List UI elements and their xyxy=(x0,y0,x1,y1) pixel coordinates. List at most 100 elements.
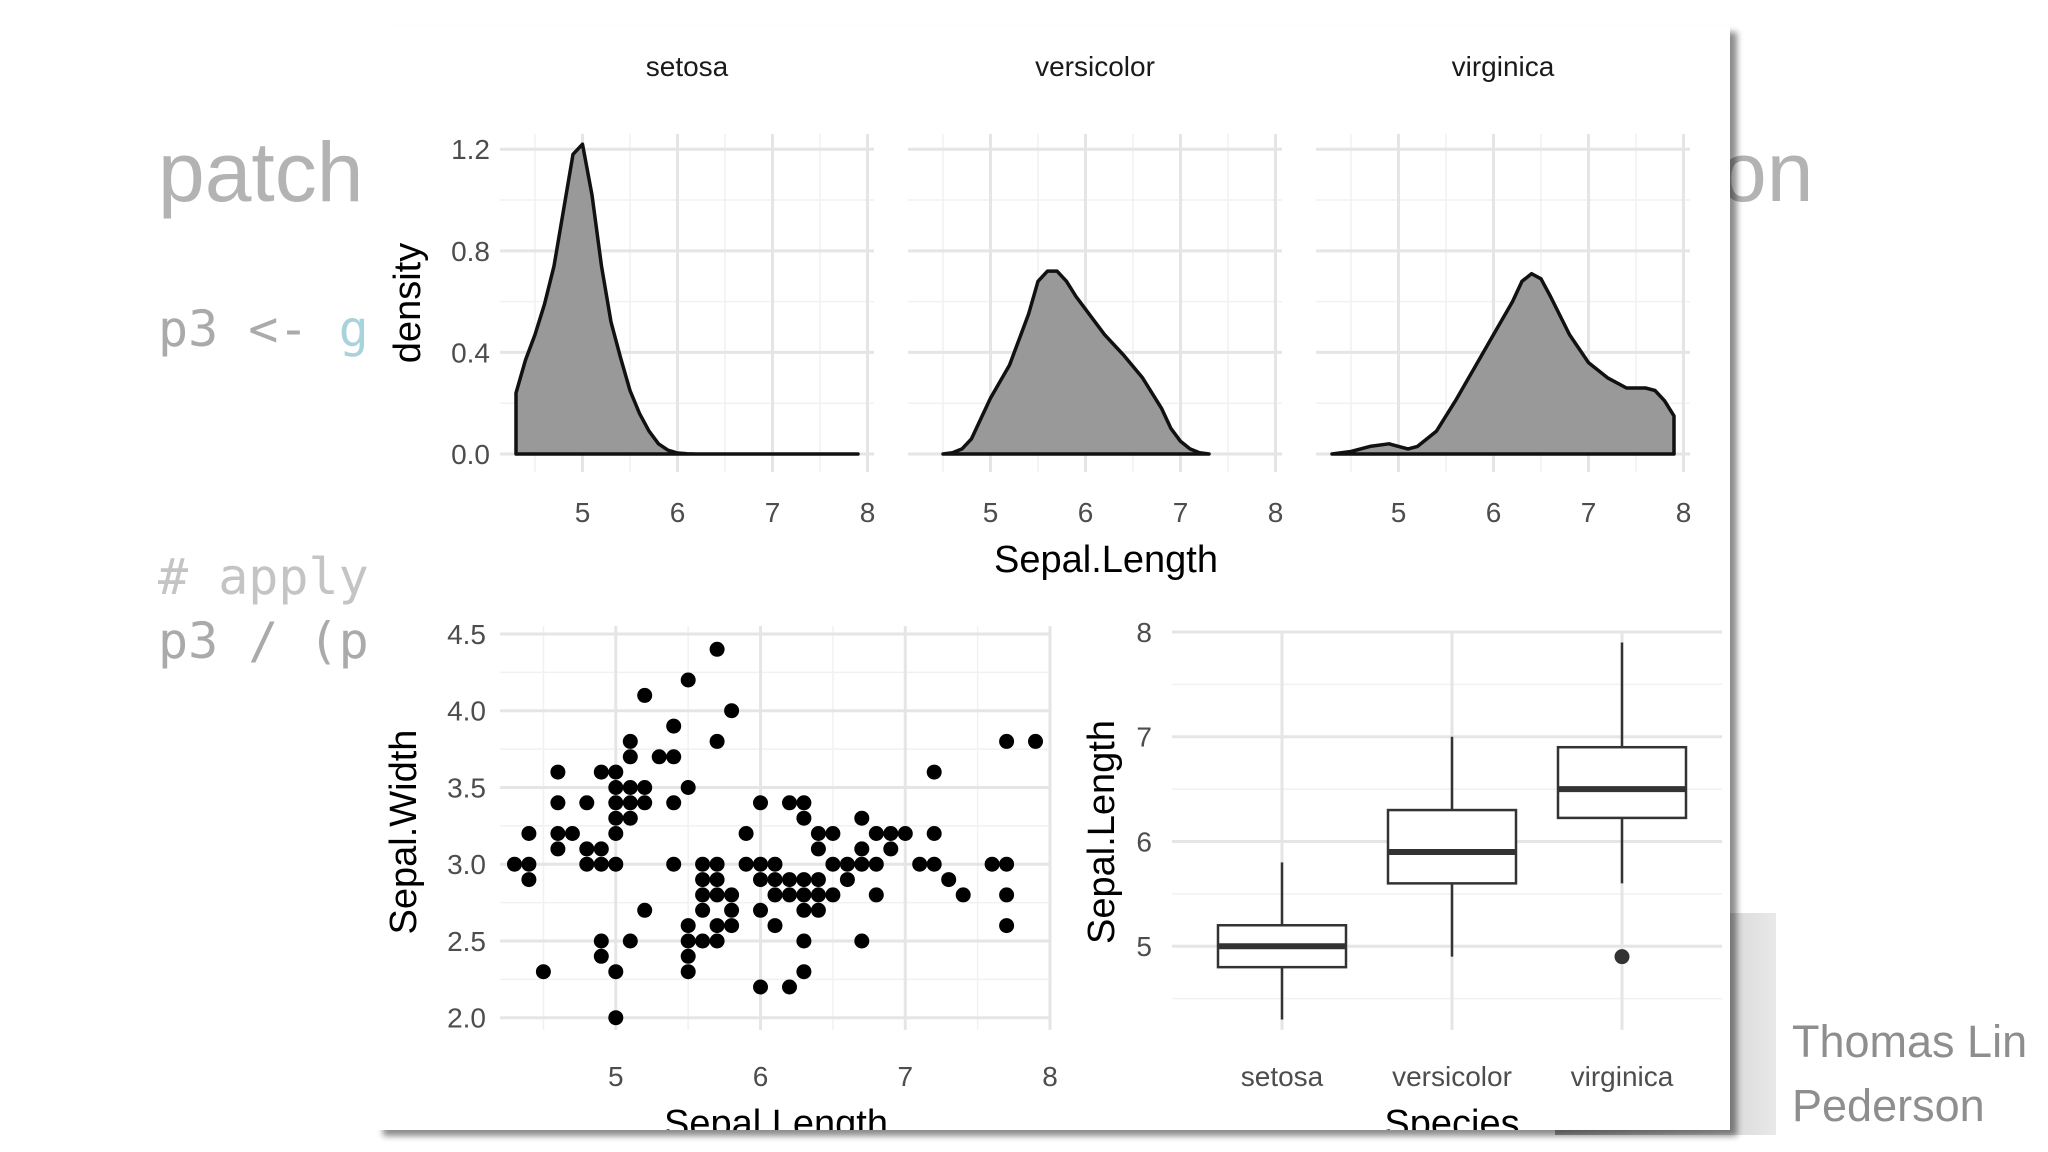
scatter-point xyxy=(666,795,682,811)
scatter-point xyxy=(666,718,682,734)
code-assign-prefix: p3 <- xyxy=(158,300,339,358)
scatter-point xyxy=(854,856,870,872)
scatter-point xyxy=(897,826,913,841)
scatter-point xyxy=(999,887,1015,903)
density-x-tick-label: 8 xyxy=(860,497,876,528)
box-virginica xyxy=(1556,745,1688,820)
scatter-point xyxy=(622,749,638,765)
scatter-point xyxy=(926,764,942,780)
scatter-point xyxy=(883,826,899,841)
density-x-tick-label: 6 xyxy=(1078,497,1094,528)
scatter-point xyxy=(709,933,725,949)
density-x-tick-label: 5 xyxy=(1391,497,1407,528)
scatter-point xyxy=(709,887,725,903)
scatter-point xyxy=(535,964,551,980)
density-x-tick-label: 5 xyxy=(575,497,591,528)
scatter-point xyxy=(622,780,638,795)
scatter-point xyxy=(593,933,609,949)
scatter-x-tick-label: 8 xyxy=(1042,1061,1058,1092)
box-outlier-point xyxy=(1614,949,1630,965)
scatter-point xyxy=(796,964,812,980)
scatter-point xyxy=(695,902,711,918)
scatter-y-axis-title: Sepal.Width xyxy=(383,730,425,935)
scatter-x-tick-label: 6 xyxy=(753,1061,769,1092)
scatter-point xyxy=(695,872,711,888)
scatter-point xyxy=(550,841,566,857)
scatter-point xyxy=(753,872,768,888)
box-y-tick-label: 7 xyxy=(1136,722,1152,753)
scatter-point xyxy=(637,902,653,918)
scatter-point xyxy=(782,887,797,903)
scatter-x-tick-label: 5 xyxy=(608,1061,624,1092)
scatter-point xyxy=(796,795,812,811)
scatter-point xyxy=(999,856,1015,872)
scatter-point xyxy=(608,826,624,841)
density-area-versicolor xyxy=(941,269,1211,456)
scatter-point xyxy=(695,856,711,872)
scatter-point xyxy=(507,856,522,872)
scatter-point xyxy=(753,979,768,995)
scatter-point xyxy=(550,795,566,811)
scatter-point xyxy=(753,902,768,918)
scatter-point xyxy=(521,826,537,841)
box-y-axis-title: Sepal.Length xyxy=(1081,720,1123,944)
box-x-tick-label: setosa xyxy=(1241,1061,1324,1092)
scatter-point xyxy=(709,918,725,934)
scatter-point xyxy=(825,856,841,872)
density-x-tick-label: 7 xyxy=(765,497,781,528)
scatter-point xyxy=(782,979,797,995)
scatter-point xyxy=(767,872,783,888)
scatter-point xyxy=(593,948,609,964)
scatter-point xyxy=(912,856,928,872)
scatter-point xyxy=(680,964,696,980)
scatter-point xyxy=(550,826,566,841)
scatter-point xyxy=(1028,733,1043,749)
scatter-point xyxy=(622,733,638,749)
density-x-tick-label: 7 xyxy=(1581,497,1597,528)
density-x-tick-label: 5 xyxy=(983,497,999,528)
scatter-point xyxy=(579,841,595,857)
slide-title: patch xyxy=(158,125,364,219)
scatter-point xyxy=(839,856,855,872)
scatter-point xyxy=(564,826,580,841)
density-y-axis-title: density xyxy=(387,243,429,363)
scatter-point xyxy=(666,856,682,872)
scatter-point xyxy=(709,856,725,872)
scatter-y-tick-label: 2.5 xyxy=(447,926,486,957)
box-x-tick-label: versicolor xyxy=(1392,1061,1512,1092)
scatter-point xyxy=(796,810,812,826)
scatter-y-tick-label: 4.0 xyxy=(447,696,486,727)
scatter-point xyxy=(680,948,696,964)
scatter-point xyxy=(810,902,826,918)
scatter-y-tick-label: 2.0 xyxy=(447,1003,486,1034)
scatter-point xyxy=(941,872,957,888)
scatter-point xyxy=(724,887,740,903)
scatter-point xyxy=(709,872,725,888)
scatter-point xyxy=(579,795,595,811)
scatter-point xyxy=(810,841,826,857)
scatter-y-tick-label: 3.0 xyxy=(447,849,486,880)
scatter-point xyxy=(593,841,609,857)
scatter-point xyxy=(868,856,884,872)
scatter-x-tick-label: 7 xyxy=(897,1061,913,1092)
density-y-tick-label: 0.8 xyxy=(451,236,490,267)
box-versicolor xyxy=(1386,808,1518,885)
scatter-point xyxy=(738,826,754,841)
scatter-point xyxy=(782,872,797,888)
scatter-point xyxy=(521,856,537,872)
scatter-point xyxy=(521,872,537,888)
density-y-tick-label: 1.2 xyxy=(451,134,490,165)
scatter-point xyxy=(796,902,812,918)
scatter-point xyxy=(999,733,1015,749)
scatter-point xyxy=(753,856,768,872)
scatter-point xyxy=(796,933,812,949)
density-x-tick-label: 8 xyxy=(1676,497,1692,528)
box-y-tick-label: 5 xyxy=(1136,931,1152,962)
density-area-setosa xyxy=(514,142,860,456)
scatter-point xyxy=(825,887,841,903)
scatter-point xyxy=(926,856,942,872)
patchwork-figure: setosa 5 6 7 8 0.0 0.4 0.8 1.2 versicolor 5 6 7 8 virg… xyxy=(376,26,1730,1130)
scatter-point xyxy=(695,887,711,903)
scatter-point xyxy=(999,918,1015,934)
scatter-point xyxy=(550,764,566,780)
